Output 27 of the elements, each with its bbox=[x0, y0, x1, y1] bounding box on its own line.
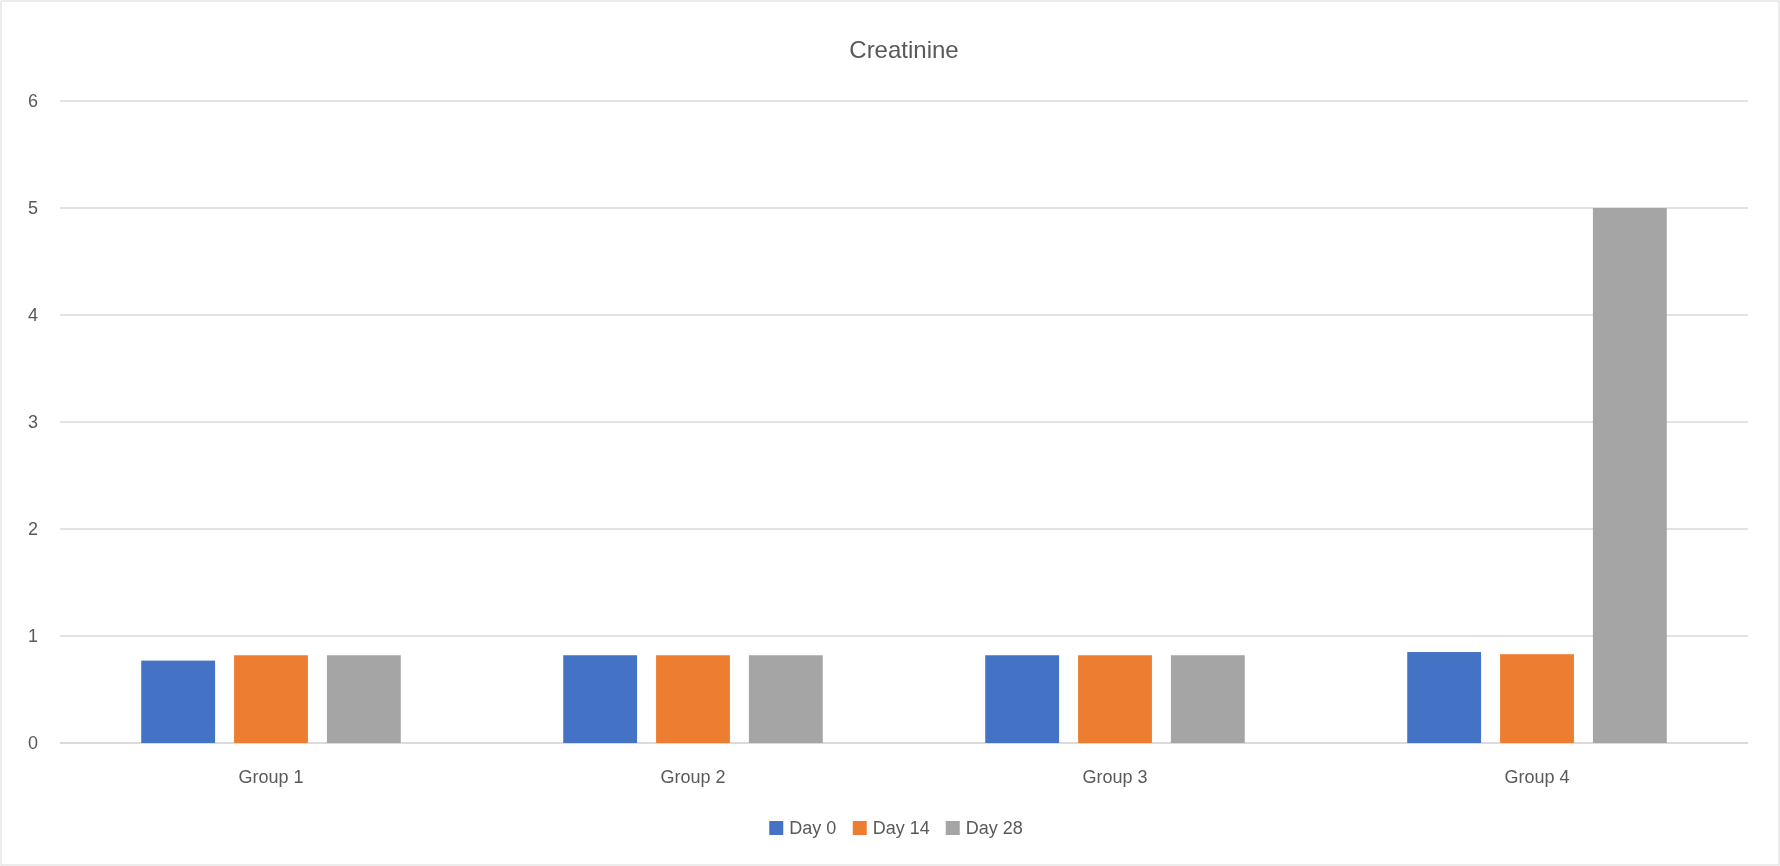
legend-label: Day 0 bbox=[789, 818, 837, 839]
x-tick-label: Group 4 bbox=[1504, 767, 1570, 787]
bar bbox=[141, 660, 216, 743]
y-tick-label: 6 bbox=[27, 91, 38, 112]
x-tick-label: Group 1 bbox=[238, 767, 304, 787]
x-tick-label: Group 2 bbox=[660, 767, 726, 787]
x-tick-label: Group 3 bbox=[1082, 767, 1148, 787]
bar bbox=[748, 655, 823, 743]
bar bbox=[563, 655, 638, 743]
legend-label: Day 14 bbox=[872, 818, 930, 839]
y-tick-label: 0 bbox=[27, 733, 38, 754]
y-tick-label: 5 bbox=[27, 198, 38, 219]
bar bbox=[1407, 652, 1482, 743]
bar bbox=[1592, 208, 1667, 743]
bar bbox=[1078, 655, 1152, 743]
bar bbox=[1500, 654, 1574, 743]
bar bbox=[1170, 655, 1245, 743]
y-tick-label: 2 bbox=[27, 519, 38, 540]
y-tick-label: 3 bbox=[27, 412, 38, 433]
bar bbox=[656, 655, 730, 743]
bar bbox=[326, 655, 401, 743]
y-tick-label: 4 bbox=[27, 305, 38, 326]
bar bbox=[234, 655, 308, 743]
y-tick-label: 1 bbox=[27, 626, 38, 647]
legend-label: Day 28 bbox=[965, 818, 1023, 839]
bar bbox=[985, 655, 1060, 743]
chart-title: Creatinine bbox=[849, 36, 959, 63]
